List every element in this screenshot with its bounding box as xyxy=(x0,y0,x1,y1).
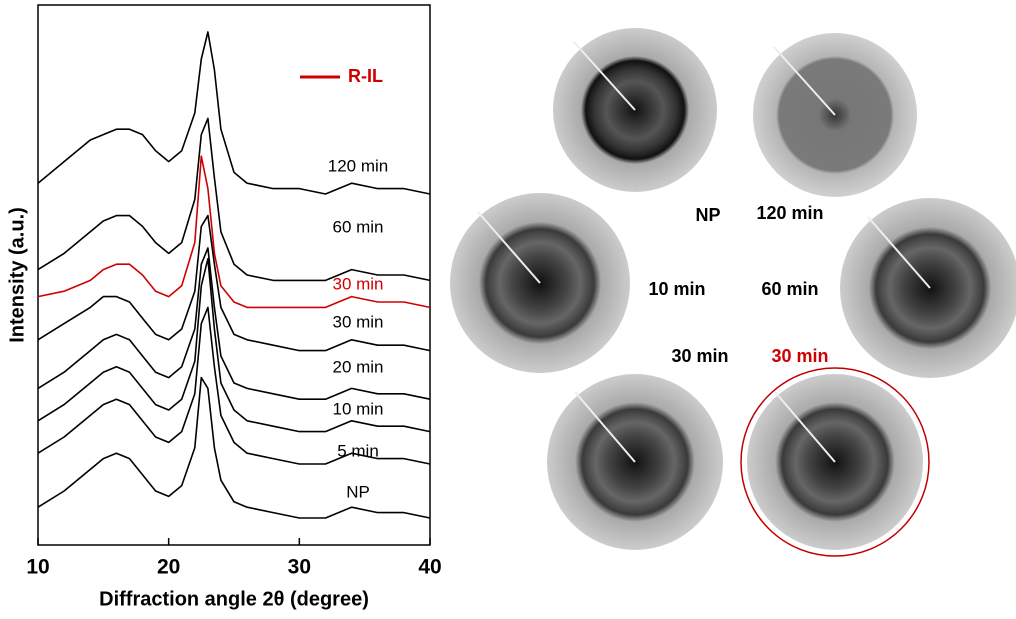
x-tick-label: 10 xyxy=(26,556,49,579)
curve-label: 30 min xyxy=(332,312,383,331)
curve-label: 20 min xyxy=(332,357,383,376)
series-line xyxy=(38,118,430,280)
legend-label: R-IL xyxy=(348,66,383,86)
pattern-label: 30 min xyxy=(671,346,728,366)
curve-label: 60 min xyxy=(332,217,383,236)
figure: Diffraction angle 2θ (degree) Intensity … xyxy=(0,0,1016,614)
x-axis-title: Diffraction angle 2θ (degree) xyxy=(99,588,369,610)
pattern-label: NP xyxy=(695,205,720,225)
x-tick-label: 30 xyxy=(288,556,311,579)
curve-label: NP xyxy=(346,482,370,501)
x-tick-label: 40 xyxy=(418,556,441,579)
pattern: NP 120 min 10 min 60 min 30 min 30 min xyxy=(450,28,1016,556)
curve-label: 10 min xyxy=(332,399,383,418)
curve-label: 5 min xyxy=(337,441,379,460)
pattern-label: 120 min xyxy=(756,203,823,223)
pattern-image xyxy=(840,198,1016,378)
pattern-label: 10 min xyxy=(648,279,705,299)
x-tick-label: 20 xyxy=(157,556,180,579)
y-axis-title: Intensity (a.u.) xyxy=(6,207,28,343)
pattern-label: 60 min xyxy=(761,279,818,299)
curve-label: 30 min xyxy=(332,274,383,293)
pattern-label: 30 min xyxy=(771,346,828,366)
curve-label: 120 min xyxy=(328,156,388,175)
